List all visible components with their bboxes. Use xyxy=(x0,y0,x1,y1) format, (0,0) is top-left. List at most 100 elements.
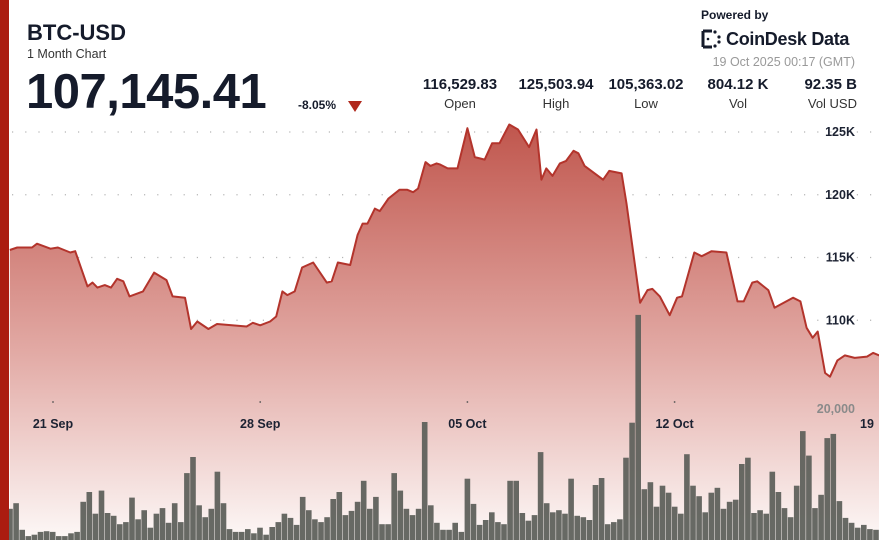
volume-bar xyxy=(543,503,550,540)
volume-bar xyxy=(68,533,74,540)
volume-bar xyxy=(513,480,519,540)
volume-bar xyxy=(531,515,538,540)
volume-bar xyxy=(574,515,580,540)
volume-bar xyxy=(214,471,221,540)
x-tick-label: 19 xyxy=(860,417,874,431)
volume-bar xyxy=(476,524,483,540)
volume-bar xyxy=(726,501,733,540)
volume-bar xyxy=(275,522,282,540)
volume-bar xyxy=(775,492,782,540)
volume-bar xyxy=(800,431,806,540)
volume-bar xyxy=(342,515,349,540)
volume-bar xyxy=(159,508,166,540)
volume-bar xyxy=(665,492,672,540)
volume-bar xyxy=(806,455,812,540)
volume-bar xyxy=(86,492,93,540)
volume-bar xyxy=(110,515,117,540)
volume-bar xyxy=(312,519,318,540)
stat-value: 105,363.02 xyxy=(608,76,684,93)
volume-bar xyxy=(354,501,361,540)
volume-bar xyxy=(391,473,397,540)
volume-bar xyxy=(781,508,788,540)
volume-bar xyxy=(220,503,227,540)
volume-bar xyxy=(470,503,477,540)
volume-bar xyxy=(452,522,458,540)
volume-bar xyxy=(171,503,178,540)
stat-label: Vol USD xyxy=(807,96,857,111)
volume-bar xyxy=(562,513,568,540)
volume-bar xyxy=(306,510,312,540)
price-area xyxy=(9,124,879,540)
volume-bar xyxy=(409,515,416,540)
volume-bar xyxy=(80,501,86,540)
x-tick-mark xyxy=(52,401,54,403)
volume-bar xyxy=(495,522,501,540)
volume-bar xyxy=(793,485,800,540)
volume-bar xyxy=(373,496,379,540)
volume-bar xyxy=(184,473,190,540)
stat-value: 116,529.83 xyxy=(422,76,498,93)
volume-bar xyxy=(281,513,288,540)
volume-bar xyxy=(269,527,275,540)
volume-bar xyxy=(62,536,68,540)
volume-bar xyxy=(708,492,715,540)
volume-bar xyxy=(74,531,80,540)
stat-value: 125,503.94 xyxy=(518,76,594,93)
volume-bar xyxy=(830,433,837,540)
volume-bar xyxy=(299,496,306,540)
volume-bar xyxy=(629,422,635,540)
stat-value: 92.35 B xyxy=(804,76,857,93)
chart-period: 1 Month Chart xyxy=(27,47,107,61)
volume-bar xyxy=(842,517,849,540)
stat-open: 116,529.83 Open xyxy=(416,76,504,111)
volume-bar xyxy=(732,499,739,540)
stat-label: Vol xyxy=(728,96,748,111)
volume-bar xyxy=(123,522,129,540)
volume-bar xyxy=(568,478,574,540)
volume-bar xyxy=(848,522,855,540)
volume-bar xyxy=(56,536,62,540)
volume-bar xyxy=(385,524,391,540)
volume-bar xyxy=(714,487,721,540)
volume-bar xyxy=(19,529,25,540)
volume-bar xyxy=(37,531,44,540)
accent-bar xyxy=(0,0,9,540)
volume-bar xyxy=(208,508,215,540)
down-triangle-icon xyxy=(348,101,362,112)
timestamp: 19 Oct 2025 00:17 (GMT) xyxy=(712,55,855,69)
volume-bar xyxy=(623,457,629,540)
y-tick-label: 110K xyxy=(826,313,855,327)
volume-bar xyxy=(824,438,830,540)
stat-label: Low xyxy=(634,96,658,111)
price-change: -8.05% xyxy=(298,98,337,112)
volume-bar xyxy=(324,517,330,540)
volume-bar xyxy=(7,508,13,540)
price-line xyxy=(9,123,879,378)
volume-bar xyxy=(653,506,660,540)
volume-bar xyxy=(104,513,111,540)
volume-bar xyxy=(641,489,648,540)
volume-bar xyxy=(117,524,123,540)
volume-bar xyxy=(196,505,202,540)
volume-bar xyxy=(190,457,196,540)
volume-bar xyxy=(525,520,532,540)
volume-bar xyxy=(178,522,184,540)
x-tick-mark xyxy=(466,401,469,403)
volume-bar xyxy=(854,527,861,540)
y-tick-label: 125K xyxy=(825,125,855,139)
volume-bar xyxy=(550,512,556,540)
volume-bar xyxy=(257,527,263,540)
brand-name: CoinDesk Data xyxy=(726,29,850,49)
volume-bar xyxy=(507,480,513,540)
volume-bar xyxy=(671,506,678,540)
volume-bar xyxy=(446,529,452,540)
volume-bar xyxy=(135,519,141,540)
volume-bar xyxy=(458,531,465,540)
volume-bar xyxy=(92,513,99,540)
stat-vol: 804.12 K Vol xyxy=(702,76,774,111)
volume-bar xyxy=(745,457,751,540)
stat-value: 804.12 K xyxy=(707,76,769,93)
stat-vol-usd: 92.35 B Vol USD xyxy=(795,76,857,111)
volume-bar xyxy=(586,520,593,540)
volume-bar xyxy=(787,517,794,540)
